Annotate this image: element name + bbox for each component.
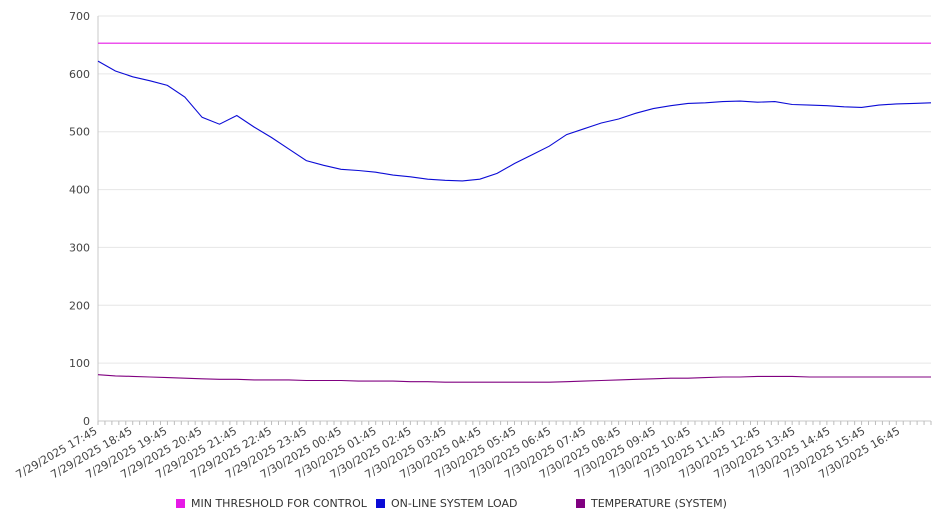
grid-lines xyxy=(98,15,931,364)
legend-item-online-load[interactable]: ON-LINE SYSTEM LOAD xyxy=(376,497,517,510)
y-tick-label: 300 xyxy=(69,241,90,254)
legend-swatch-temperature xyxy=(576,499,585,508)
legend: MIN THRESHOLD FOR CONTROL ON-LINE SYSTEM… xyxy=(0,497,946,515)
y-tick-label: 600 xyxy=(69,68,90,81)
y-tick-label: 500 xyxy=(69,126,90,139)
y-tick-label: 200 xyxy=(69,299,90,312)
series-lines xyxy=(97,42,932,383)
legend-swatch-min-threshold xyxy=(176,499,185,508)
legend-label-min-threshold: MIN THRESHOLD FOR CONTROL xyxy=(191,497,367,510)
series-line-1 xyxy=(97,60,932,182)
legend-label-online-load: ON-LINE SYSTEM LOAD xyxy=(391,497,518,510)
series-line-2 xyxy=(97,374,931,383)
y-tick-label: 100 xyxy=(69,357,90,370)
y-tick-label: 700 xyxy=(69,10,90,23)
x-tick-labels: 7/29/2025 17:457/29/2025 18:457/29/2025 … xyxy=(14,424,903,481)
y-tick-label: 400 xyxy=(69,184,90,197)
legend-swatch-online-load xyxy=(376,499,385,508)
y-tick-label: 0 xyxy=(83,415,90,428)
legend-item-temperature[interactable]: TEMPERATURE (SYSTEM) xyxy=(576,497,727,510)
y-tick-labels: 0 100 200 300 400 500 600 700 xyxy=(69,10,90,428)
legend-item-min-threshold[interactable]: MIN THRESHOLD FOR CONTROL xyxy=(176,497,367,510)
axes xyxy=(97,16,932,425)
legend-label-temperature: TEMPERATURE (SYSTEM) xyxy=(591,497,727,510)
